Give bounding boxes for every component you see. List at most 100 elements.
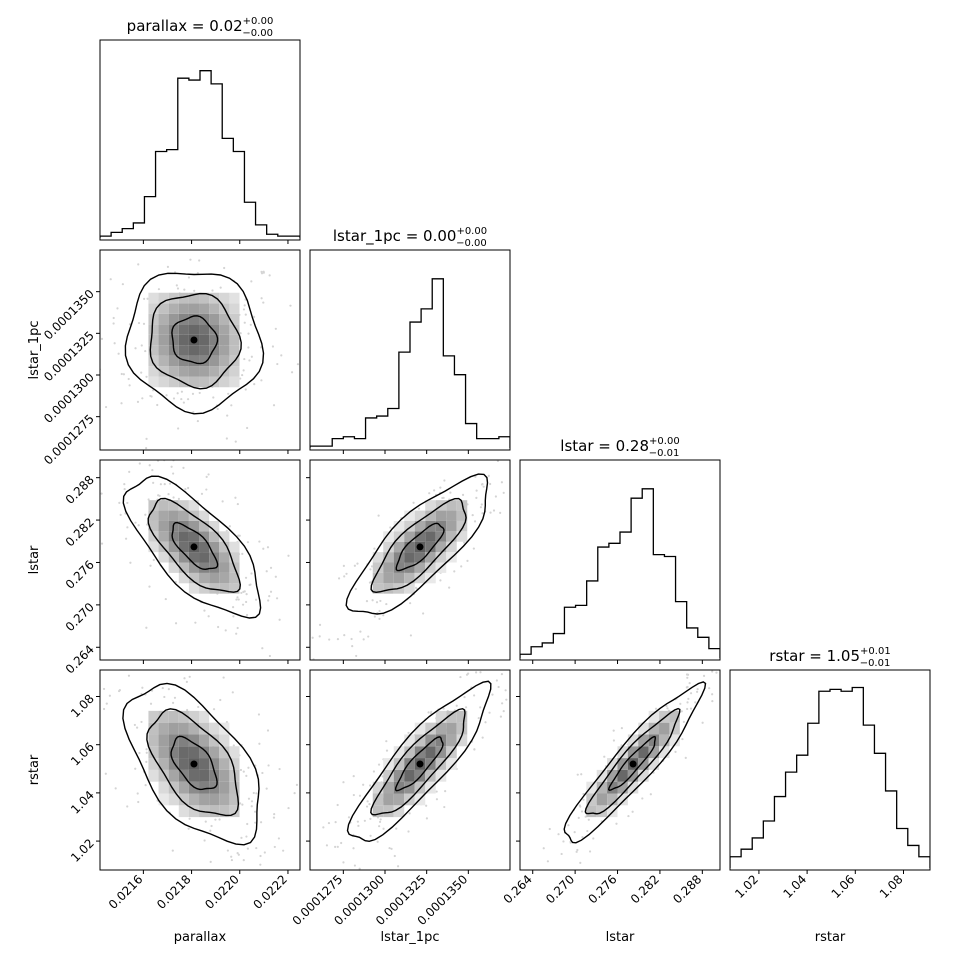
sample-point	[369, 834, 372, 837]
sample-point	[200, 492, 204, 495]
sample-point	[350, 637, 353, 641]
density-cell	[209, 531, 220, 542]
sample-point	[104, 772, 107, 775]
sample-point	[187, 486, 190, 490]
density-cell	[209, 366, 220, 377]
sample-point	[342, 781, 345, 784]
sample-point	[569, 841, 572, 844]
density-cell	[168, 552, 179, 563]
density-cell	[393, 769, 405, 782]
density-cell	[638, 758, 649, 770]
sample-point	[641, 797, 644, 800]
sample-point	[245, 774, 248, 777]
sample-point	[250, 280, 253, 283]
density-cell	[209, 734, 220, 747]
density-cell	[638, 722, 649, 735]
sample-point	[134, 347, 137, 350]
sample-point	[149, 702, 153, 705]
sample-point	[203, 839, 206, 842]
density-cell	[229, 313, 240, 325]
sample-point	[96, 479, 98, 481]
sample-point	[686, 701, 689, 704]
sample-point	[302, 816, 304, 818]
density-cell	[404, 520, 415, 532]
sample-point	[459, 675, 462, 679]
sample-point	[272, 404, 276, 407]
density-cell	[393, 541, 405, 553]
contour-1	[171, 521, 219, 571]
density-cell	[209, 355, 220, 367]
sample-point	[579, 861, 582, 864]
density-cell	[148, 500, 159, 511]
hist-lstar_1pc	[310, 278, 510, 448]
density-cell	[178, 781, 189, 794]
sample-point	[116, 307, 119, 310]
sample-point	[235, 598, 238, 601]
density-cell	[199, 793, 210, 806]
density-cell	[425, 722, 436, 735]
x-tick-label: 1.02	[732, 872, 761, 901]
density-cell	[219, 769, 230, 782]
density-cell	[199, 376, 210, 388]
sample-point	[327, 821, 331, 825]
sample-point	[189, 258, 192, 261]
x-axis-label-parallax: parallax	[174, 930, 227, 945]
sample-point	[295, 783, 299, 787]
density-cell	[372, 572, 384, 584]
density-cell	[188, 531, 200, 542]
sample-point	[567, 824, 570, 827]
sample-point	[261, 771, 264, 775]
density-cell	[393, 781, 405, 794]
sample-point	[137, 321, 141, 325]
sample-point	[319, 441, 321, 443]
density-cell	[617, 793, 628, 806]
sample-point	[388, 846, 391, 850]
sample-point	[303, 829, 305, 831]
density-cell	[219, 572, 230, 584]
sample-point	[250, 572, 253, 575]
hist-frame-rstar	[729, 669, 931, 871]
sample-point	[448, 586, 451, 589]
sample-point	[78, 743, 80, 745]
sample-point	[711, 670, 714, 673]
sample-point	[258, 742, 261, 745]
sample-point	[474, 475, 477, 478]
sample-point	[612, 739, 616, 742]
sample-point	[483, 457, 485, 459]
sample-point	[172, 496, 175, 499]
sample-point	[620, 744, 623, 747]
sample-point	[247, 332, 250, 335]
density-cell	[219, 583, 230, 594]
sample-point	[297, 707, 299, 709]
sample-point	[104, 405, 108, 409]
sample-point	[269, 566, 273, 569]
sample-point	[544, 666, 546, 668]
density-cell	[219, 746, 230, 759]
sample-point	[694, 701, 697, 704]
sample-point	[334, 845, 337, 848]
sample-point	[722, 663, 724, 665]
sample-point	[500, 673, 504, 676]
contour-2	[147, 497, 242, 593]
sample-point	[177, 427, 180, 430]
x-tick-label: 0.288	[670, 872, 704, 906]
sample-point	[620, 727, 623, 730]
sample-point	[702, 674, 706, 677]
density-cell	[168, 562, 179, 573]
density-panel-parallax-rstar	[78, 674, 305, 866]
sample-point	[246, 847, 249, 850]
sample-point	[180, 397, 183, 401]
density-cell	[178, 734, 189, 747]
y-tick-label: 0.276	[63, 558, 97, 592]
sample-point	[395, 827, 398, 830]
sample-point	[342, 861, 345, 864]
sample-point	[666, 707, 669, 710]
y-tick-label: 0.270	[63, 600, 97, 634]
sample-point	[198, 391, 201, 395]
sample-point	[165, 394, 168, 397]
density-cell	[393, 520, 405, 532]
sample-point	[631, 810, 634, 813]
sample-point	[522, 685, 524, 687]
density-cell	[456, 710, 468, 723]
sample-point	[244, 576, 248, 579]
